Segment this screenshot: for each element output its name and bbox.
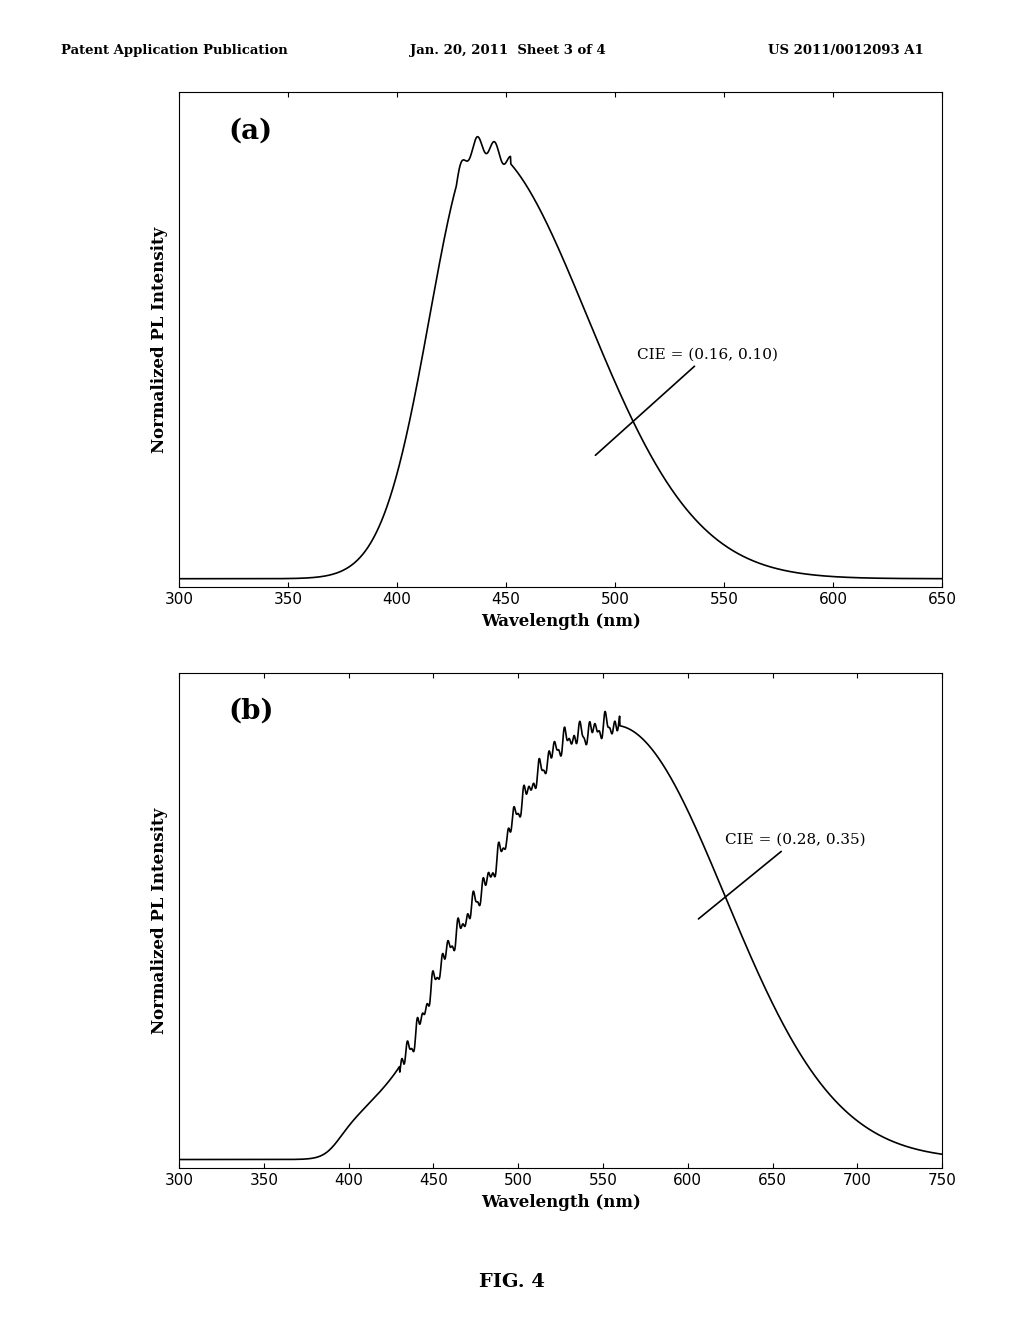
X-axis label: Wavelength (nm): Wavelength (nm) (480, 612, 641, 630)
Y-axis label: Normalized PL Intensity: Normalized PL Intensity (152, 227, 168, 453)
X-axis label: Wavelength (nm): Wavelength (nm) (480, 1193, 641, 1210)
Text: CIE = (0.28, 0.35): CIE = (0.28, 0.35) (698, 833, 865, 919)
Text: (b): (b) (228, 698, 274, 725)
Text: US 2011/0012093 A1: US 2011/0012093 A1 (768, 44, 924, 57)
Text: Jan. 20, 2011  Sheet 3 of 4: Jan. 20, 2011 Sheet 3 of 4 (410, 44, 605, 57)
Y-axis label: Normalized PL Intensity: Normalized PL Intensity (152, 808, 168, 1034)
Text: Patent Application Publication: Patent Application Publication (61, 44, 288, 57)
Text: CIE = (0.16, 0.10): CIE = (0.16, 0.10) (595, 347, 778, 455)
Text: FIG. 4: FIG. 4 (479, 1272, 545, 1291)
Text: (a): (a) (228, 117, 273, 144)
